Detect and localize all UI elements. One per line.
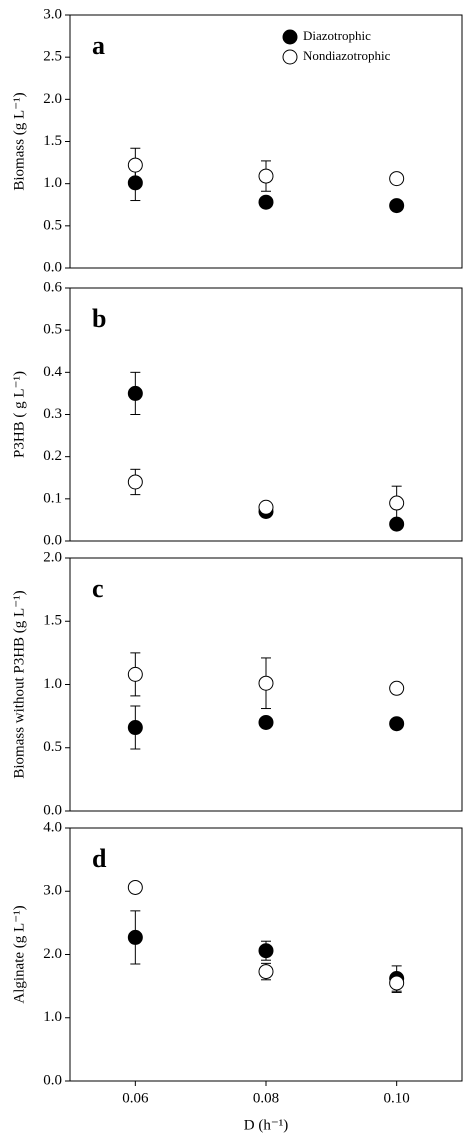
legend-marker: [282, 29, 298, 45]
point: [127, 385, 143, 401]
point: [127, 157, 143, 173]
y-tick-label: 0.1: [43, 490, 62, 506]
panel-label: a: [92, 31, 105, 60]
point: [258, 168, 274, 184]
y-tick-label: 0.0: [43, 802, 62, 818]
point: [127, 474, 143, 490]
point: [258, 675, 274, 691]
plot-frame: [69, 14, 463, 269]
y-tick-label: 2.5: [43, 49, 62, 65]
legend-label: Nondiazotrophic: [303, 48, 391, 63]
y-tick-label: 0.5: [43, 322, 62, 338]
y-tick-label: 0.0: [43, 532, 62, 548]
point: [258, 194, 274, 210]
y-tick-label: 0.0: [43, 259, 62, 275]
panel-label: b: [92, 304, 106, 333]
point: [389, 171, 405, 187]
y-tick-label: 1.0: [43, 1009, 62, 1025]
panel-label: d: [92, 844, 107, 873]
y-tick-label: 3.0: [43, 883, 62, 899]
y-tick-label: 1.5: [43, 613, 62, 629]
x-axis-label: D (h⁻¹): [244, 1117, 289, 1133]
y-tick-label: 1.5: [43, 133, 62, 149]
y-tick-label: 0.4: [43, 364, 62, 380]
point: [389, 495, 405, 511]
y-tick-label: 0.3: [43, 406, 62, 422]
point: [258, 964, 274, 980]
y-tick-label: 0.0: [43, 1072, 62, 1088]
point: [127, 666, 143, 682]
y-tick-label: 2.0: [43, 946, 62, 962]
point: [389, 198, 405, 214]
legend-marker: [282, 49, 298, 65]
y-tick-label: 0.2: [43, 448, 62, 464]
y-tick-label: 0.5: [43, 739, 62, 755]
point: [258, 714, 274, 730]
point: [389, 975, 405, 991]
panel-label: c: [92, 574, 104, 603]
y-axis-label: Biomass without P3HB (g L⁻¹): [11, 590, 27, 778]
y-axis-label: P3HB ( g L⁻¹): [11, 371, 27, 458]
point: [258, 499, 274, 515]
point: [389, 716, 405, 732]
y-axis-label: Biomass (g L⁻¹): [11, 92, 27, 190]
y-tick-label: 4.0: [43, 819, 62, 835]
y-axis-label: Alginate (g L⁻¹): [11, 905, 27, 1003]
x-tick-label: 0.10: [384, 1090, 410, 1106]
y-tick-label: 0.5: [43, 217, 62, 233]
y-tick-label: 0.6: [43, 279, 62, 295]
y-tick-label: 1.0: [43, 175, 62, 191]
x-tick-label: 0.06: [122, 1090, 149, 1106]
y-tick-label: 1.0: [43, 676, 62, 692]
x-tick-label: 0.08: [253, 1090, 279, 1106]
point: [127, 720, 143, 736]
y-tick-label: 2.0: [43, 549, 62, 565]
point: [127, 929, 143, 945]
legend-label: Diazotrophic: [303, 28, 371, 43]
point: [258, 943, 274, 959]
y-tick-label: 2.0: [43, 91, 62, 107]
point: [389, 680, 405, 696]
point: [127, 879, 143, 895]
y-tick-label: 3.0: [43, 6, 62, 22]
